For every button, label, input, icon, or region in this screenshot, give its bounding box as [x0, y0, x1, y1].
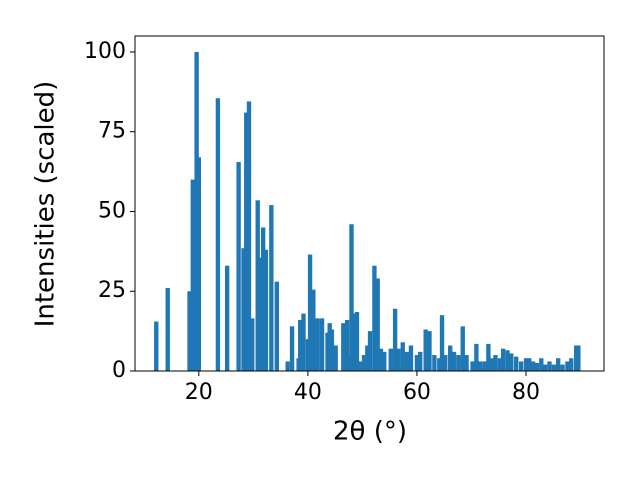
- x-axis-label: 2θ (°): [333, 417, 407, 447]
- bar: [392, 308, 398, 371]
- bar: [255, 200, 260, 371]
- y-axis-label: Intensities (scaled): [31, 81, 61, 328]
- bar: [241, 248, 246, 371]
- bar: [509, 353, 514, 371]
- bar: [443, 355, 448, 371]
- bar: [486, 343, 491, 371]
- bar: [432, 355, 437, 371]
- bar: [367, 331, 373, 371]
- bar: [482, 361, 487, 371]
- bar: [404, 351, 410, 371]
- bar: [244, 112, 249, 372]
- bar: [250, 318, 255, 371]
- bar: [565, 361, 570, 371]
- bar: [514, 356, 519, 371]
- bar: [547, 361, 552, 371]
- bar: [478, 361, 483, 371]
- bar: [470, 361, 475, 371]
- y-tick-label: 50: [98, 198, 126, 223]
- bar: [518, 361, 524, 371]
- bar: [439, 315, 445, 371]
- bar: [224, 265, 230, 371]
- bar: [388, 348, 393, 371]
- bar: [400, 342, 405, 371]
- bar: [560, 364, 565, 371]
- bar: [523, 358, 529, 371]
- y-tick-label: 75: [98, 119, 126, 144]
- bar: [460, 326, 465, 371]
- bar: [539, 358, 544, 371]
- bar: [576, 345, 581, 371]
- bar: [354, 311, 360, 371]
- bar: [408, 345, 414, 371]
- bar: [190, 179, 195, 371]
- bar: [500, 348, 506, 371]
- y-tick-label: 100: [84, 39, 126, 64]
- bar: [497, 358, 503, 371]
- x-tick-label: 60: [403, 380, 431, 405]
- bar: [556, 358, 561, 371]
- x-tick-label: 80: [512, 380, 540, 405]
- bar: [423, 329, 428, 371]
- bar: [263, 249, 269, 371]
- bar: [269, 205, 274, 371]
- bar: [344, 319, 350, 371]
- bar: [365, 345, 370, 371]
- bar: [551, 364, 557, 371]
- y-tick-label: 25: [98, 278, 126, 303]
- x-tick-label: 40: [294, 380, 322, 405]
- bar: [375, 278, 380, 371]
- bar: [187, 291, 192, 371]
- bar: [542, 364, 548, 371]
- bar: [530, 361, 536, 371]
- bar: [301, 313, 306, 371]
- bar: [448, 345, 453, 371]
- bar: [349, 224, 354, 371]
- bar: [372, 265, 377, 371]
- bar: [329, 329, 335, 371]
- bar: [311, 289, 316, 371]
- bar: [527, 358, 532, 371]
- bar: [451, 351, 457, 371]
- bar: [378, 348, 384, 371]
- bar: [246, 101, 252, 372]
- bar: [274, 281, 279, 371]
- bar: [569, 358, 574, 371]
- bar: [165, 288, 170, 371]
- bar: [358, 361, 363, 371]
- bar: [215, 98, 221, 371]
- bar: [490, 358, 495, 371]
- bar: [493, 355, 498, 371]
- bar: [298, 319, 303, 371]
- x-tick-label: 20: [185, 380, 213, 405]
- bar: [154, 321, 159, 371]
- bar: [456, 355, 461, 371]
- plot-frame: [134, 35, 605, 372]
- bar: [414, 355, 420, 371]
- bar: [464, 355, 469, 371]
- bar: [289, 326, 295, 371]
- bar: [285, 361, 290, 371]
- bar: [437, 358, 442, 371]
- bar: [505, 350, 510, 371]
- bar: [534, 363, 540, 371]
- bar: [319, 318, 325, 371]
- bar: [474, 343, 479, 371]
- bar: [315, 318, 320, 371]
- bar: [258, 257, 263, 371]
- bar: [333, 345, 338, 371]
- bar: [196, 157, 201, 371]
- bar: [396, 348, 401, 371]
- bar: [236, 162, 241, 371]
- bar: [382, 351, 387, 371]
- bar: [427, 331, 432, 371]
- bar: [418, 351, 423, 371]
- bar: [341, 323, 346, 371]
- bar: [361, 355, 367, 371]
- y-tick-label: 0: [112, 358, 126, 383]
- bar: [260, 227, 266, 371]
- bar: [307, 254, 313, 371]
